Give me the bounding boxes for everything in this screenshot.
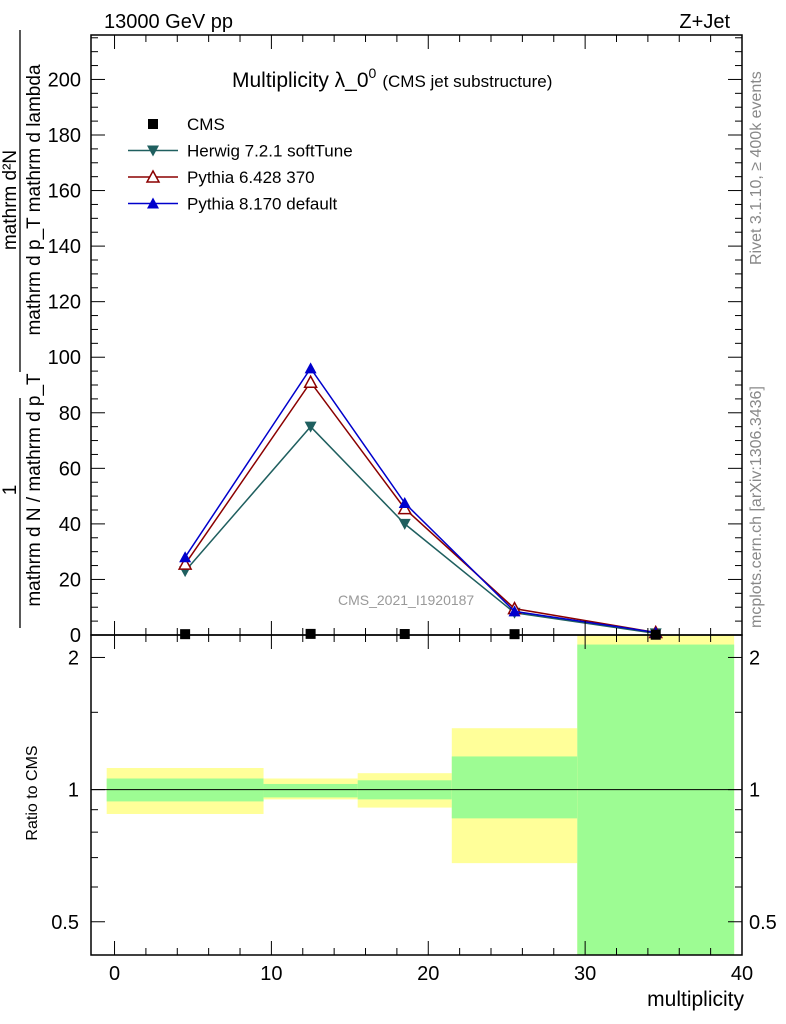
ylabel-numerator: mathrm d²N [0,150,21,250]
legend-label-1: Herwig 7.2.1 softTune [187,142,353,161]
series-0-point-0 [180,629,191,640]
process-label: Z+Jet [679,11,730,33]
series-2-point-0 [177,556,193,570]
legend-marker-2 [145,169,161,183]
series-3-point-2 [398,497,411,509]
ratio-bands [106,635,735,955]
main-ytick-label-4: 80 [59,403,81,425]
ratio-y-label: Ratio to CMS [24,745,41,840]
series-3-point-1 [304,362,317,374]
series-1-point-1 [304,421,317,433]
main-ytick-label-8: 160 [48,181,81,203]
ratio-ytick-label-right-2: 2 [749,647,760,669]
ratio-ytick-label-0: 0.5 [51,912,79,934]
main-ytick-label-2: 40 [59,514,81,536]
legend-marker-3 [147,197,159,209]
ratio-stat-band-3 [451,756,578,819]
ylabel-denominator: mathrm d p_T mathrm d lambda [24,64,45,335]
analysis-id: CMS_2021_I1920187 [338,592,474,608]
ylabel-prefix-numerator: 1 [0,485,21,496]
chart-title: Multiplicity λ_00 (CMS jet substructure) [232,65,552,92]
ylabel-prefix-denominator: mathrm d N / mathrm d p_T [24,373,45,607]
ratio-ytick-label-right-1: 1 [749,780,760,802]
main-ytick-label-0: 0 [70,625,81,647]
series-3-point-0 [179,551,192,563]
ratio-ytick-label-1: 1 [68,780,79,802]
ratio-axis-ticks: 0 10 20 30 40 0.5 0.5 1 1 2 2 [51,635,777,985]
x-axis-label: multiplicity [647,988,744,1011]
main-ytick-label-10: 200 [48,69,81,91]
legend-item-3: Pythia 8.170 default [128,195,338,214]
main-series-layer [177,362,663,640]
ratio-panel-frame [90,634,743,956]
series-2-point-1 [303,374,318,388]
rivet-label: Rivet 3.1.10, ≥ 400k events [748,71,765,265]
main-ytick-label-6: 120 [48,292,81,314]
legend-item-0: CMS [148,115,225,134]
mcplots-label: mcplots.cern.ch [arXiv:1306.3436] [748,386,765,628]
series-0-point-1 [305,628,316,639]
ratio-ytick-label-2: 2 [68,647,79,669]
ratio-stat-band-4 [577,644,735,955]
ratio-xtick-label-4: 40 [731,963,753,985]
ratio-xtick-label-1: 10 [260,963,282,985]
series-0-point-3 [509,629,520,640]
main-ytick-label-7: 140 [48,236,81,258]
y-axis-label-main: 1 mathrm d N / mathrm d p_T mathrm d²N m… [0,30,45,628]
chart-title-main: Multiplicity λ_0 [232,69,369,92]
ratio-xtick-label-3: 30 [574,963,596,985]
legend-label-3: Pythia 8.170 default [187,195,338,214]
legend: CMS Herwig 7.2.1 softTune Pythia 6.428 370… [128,115,353,214]
energy-label: 13000 GeV pp [104,11,233,33]
ratio-ytick-label-right-0: 0.5 [749,912,777,934]
legend-marker-1 [147,145,159,157]
ratio-xtick-label-0: 0 [109,963,120,985]
series-2-point-2 [397,501,412,515]
series-3-point-3 [508,605,521,617]
ratio-xtick-label-2: 20 [417,963,439,985]
chart-title-sup: 0 [369,65,377,81]
legend-item-2: Pythia 6.428 370 [128,168,315,187]
main-axis-ticks: 0 20 40 60 80 100 120 140 160 180 200 [48,35,743,647]
main-ytick-label-5: 100 [48,347,81,369]
series-1-point-2 [398,518,411,530]
series-3 [179,362,662,638]
main-ytick-label-1: 20 [59,569,81,591]
legend-item-1: Herwig 7.2.1 softTune [128,142,353,161]
legend-marker-0 [148,119,158,129]
legend-label-2: Pythia 6.428 370 [187,168,315,187]
main-ytick-label-3: 60 [59,458,81,480]
main-ytick-label-9: 180 [48,125,81,147]
legend-label-0: CMS [187,115,225,134]
ratio-stat-band-1 [263,783,358,798]
series-0-point-2 [399,629,410,640]
chart-title-sub: (CMS jet substructure) [382,72,552,91]
